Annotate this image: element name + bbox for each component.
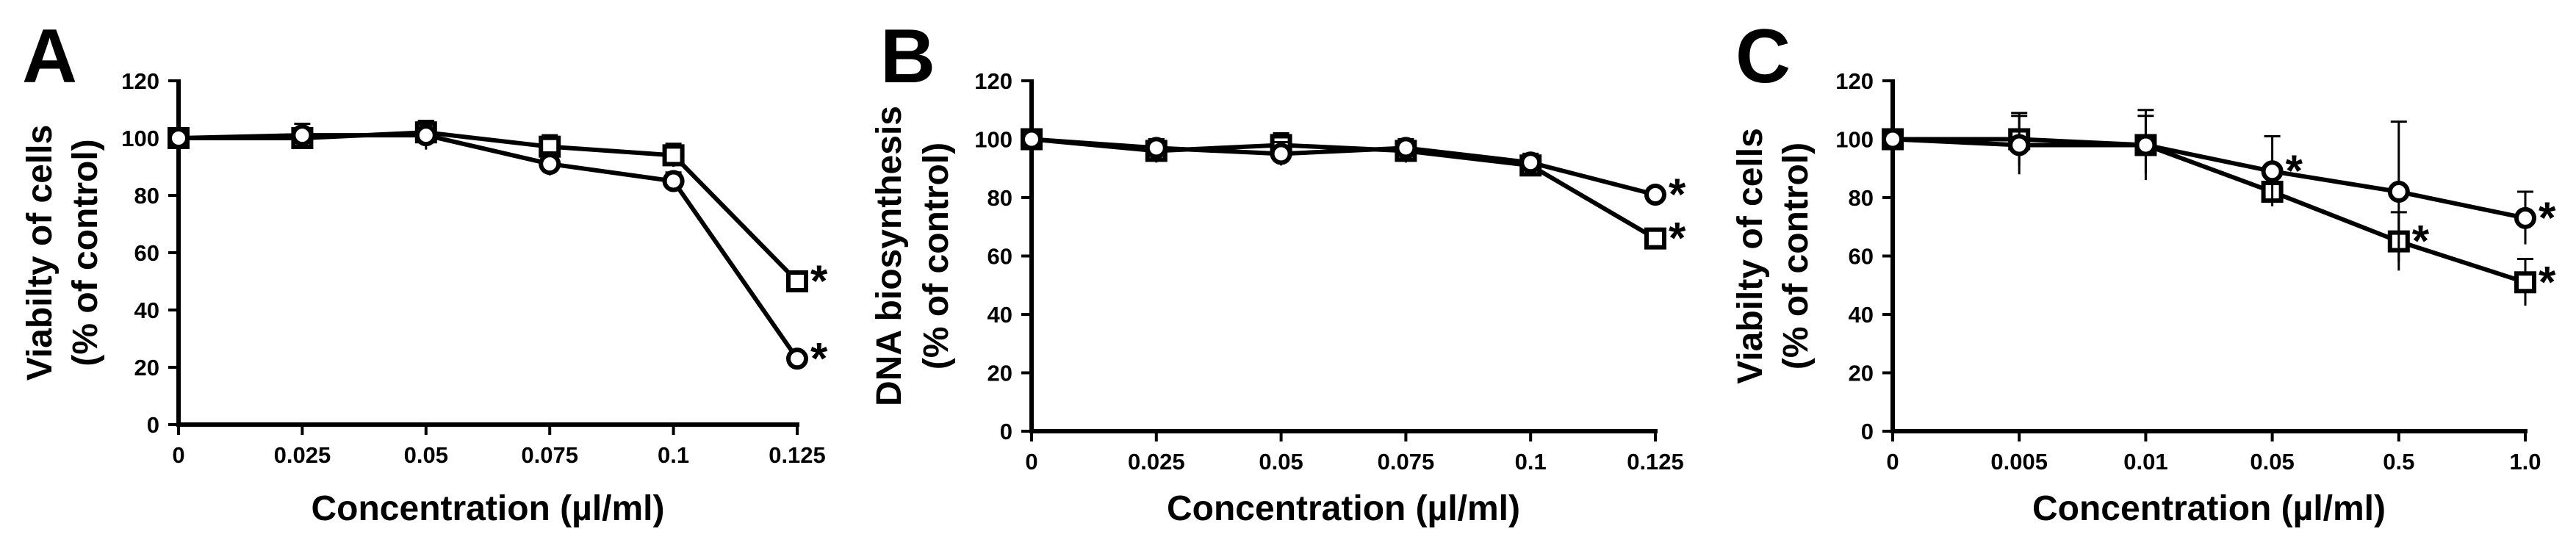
- x-tick-label: 0: [1025, 449, 1037, 475]
- significance-mark: *: [1669, 214, 1686, 263]
- data-point-circle: [2514, 206, 2536, 229]
- series-circle: *: [1021, 128, 1686, 219]
- y-tick-label: 80: [987, 185, 1012, 211]
- x-tick-label: 0: [172, 442, 184, 468]
- chart-panel-b: B 0 20 40 60 80 100 120 0 0.025 0.05 0.075 0.1 0.125 D…: [870, 14, 1686, 528]
- y-tick-label: 0: [147, 412, 159, 438]
- y-tick-label: 20: [987, 361, 1012, 386]
- significance-mark: *: [2539, 193, 2556, 242]
- significance-mark: *: [2412, 217, 2430, 266]
- series-circle: *: [168, 120, 828, 383]
- x-tick-label: 0.025: [1128, 449, 1185, 475]
- y-tick-label: 20: [1849, 361, 1874, 386]
- y-tick-label: 0: [1000, 419, 1012, 444]
- panel-letter: A: [22, 14, 77, 99]
- x-tick-label: 1.0: [2509, 449, 2541, 475]
- y-tick-label: 120: [974, 68, 1012, 94]
- x-tick-label: 0.05: [1259, 449, 1303, 475]
- y-axis-title: Viabilty of cells: [21, 125, 60, 381]
- data-point-square: [1644, 227, 1666, 250]
- x-tick-label: 0.01: [2123, 449, 2167, 475]
- data-point-square: [2514, 271, 2536, 294]
- data-point-circle: [2134, 134, 2157, 156]
- data-point-circle: [2261, 160, 2284, 183]
- data-point-square: [786, 270, 808, 292]
- x-axis-title: Concentration (µl/ml): [2032, 489, 2386, 528]
- y-axis-subtitle: (% of control): [1777, 143, 1816, 369]
- data-point-circle: [539, 153, 561, 176]
- panel-letter: C: [1735, 14, 1791, 99]
- y-axis-subtitle: (% of control): [66, 139, 105, 366]
- y-tick-label: 120: [1835, 68, 1874, 94]
- chart-panel-a: A 0 20 40 60 80 100 120 0 0.025 0.05 0.075 0.1 0.125 V…: [21, 14, 828, 528]
- x-tick-label: 0.1: [658, 442, 689, 468]
- x-tick-label: 0.05: [404, 442, 448, 468]
- series-square: *: [168, 120, 828, 306]
- y-tick-label: 40: [1849, 302, 1874, 328]
- chart-panel-c: C 0 20 40 60 80 100 120 0 0.005 0.01 0.05 0.5 1.0 Viab…: [1731, 14, 2556, 528]
- data-point-circle: [1395, 137, 1417, 159]
- data-point-circle: [1270, 143, 1292, 165]
- series-square: **: [1882, 109, 2556, 306]
- x-tick-label: 0.075: [521, 442, 578, 468]
- significance-mark: *: [2539, 257, 2556, 306]
- data-point-circle: [1021, 128, 1043, 151]
- x-tick-label: 0.125: [769, 442, 826, 468]
- panel-letter: B: [880, 14, 935, 99]
- y-tick-label: 100: [974, 127, 1012, 153]
- series-line: [1031, 137, 1657, 241]
- y-tick-label: 60: [134, 240, 159, 266]
- data-point-circle: [1882, 128, 1904, 151]
- y-axis-title: DNA biosynthesis: [870, 106, 909, 406]
- data-point-circle: [1644, 184, 1666, 206]
- data-point-circle: [168, 127, 190, 149]
- data-point-circle: [1145, 137, 1168, 159]
- series-circle: **: [1882, 115, 2556, 262]
- data-point-circle: [662, 170, 685, 192]
- y-tick-label: 20: [134, 355, 159, 381]
- data-point-square: [662, 144, 685, 167]
- x-tick-label: 0.5: [2383, 449, 2414, 475]
- x-tick-label: 0.125: [1627, 449, 1684, 475]
- x-tick-label: 0.05: [2250, 449, 2294, 475]
- series-line: [1892, 137, 2526, 220]
- significance-mark: *: [810, 334, 828, 383]
- data-point-circle: [1519, 151, 1542, 174]
- data-point-circle: [786, 347, 808, 370]
- y-axis-subtitle: (% of control): [917, 143, 956, 369]
- y-tick-label: 60: [987, 244, 1012, 270]
- significance-mark: *: [2286, 146, 2303, 195]
- x-tick-label: 0.025: [274, 442, 331, 468]
- series-line: [1031, 137, 1656, 197]
- y-tick-label: 80: [134, 183, 159, 209]
- x-axis-title: Concentration (µl/ml): [312, 489, 665, 528]
- series-line: [178, 133, 799, 361]
- y-tick-label: 120: [121, 68, 159, 94]
- significance-mark: *: [1669, 170, 1686, 219]
- y-tick-label: 60: [1849, 244, 1874, 270]
- series-line: [179, 130, 799, 284]
- data-point-circle: [291, 124, 314, 147]
- data-point-circle: [414, 124, 437, 147]
- y-tick-label: 40: [134, 298, 159, 323]
- y-tick-label: 40: [987, 302, 1012, 328]
- y-axis-title: Viabilty of cells: [1731, 128, 1770, 384]
- x-tick-label: 0.1: [1515, 449, 1547, 475]
- y-tick-label: 100: [121, 126, 159, 151]
- significance-mark: *: [810, 256, 828, 306]
- data-point-circle: [2387, 181, 2410, 203]
- x-tick-label: 0: [1886, 449, 1899, 475]
- y-tick-label: 80: [1849, 185, 1874, 211]
- x-axis-title: Concentration (µl/ml): [1167, 489, 1520, 528]
- x-tick-label: 0.075: [1378, 449, 1435, 475]
- x-tick-label: 0.005: [1990, 449, 2048, 475]
- y-tick-label: 100: [1835, 127, 1874, 153]
- y-tick-label: 0: [1861, 419, 1874, 444]
- series-line: [1893, 137, 2526, 285]
- data-point-circle: [2008, 134, 2031, 156]
